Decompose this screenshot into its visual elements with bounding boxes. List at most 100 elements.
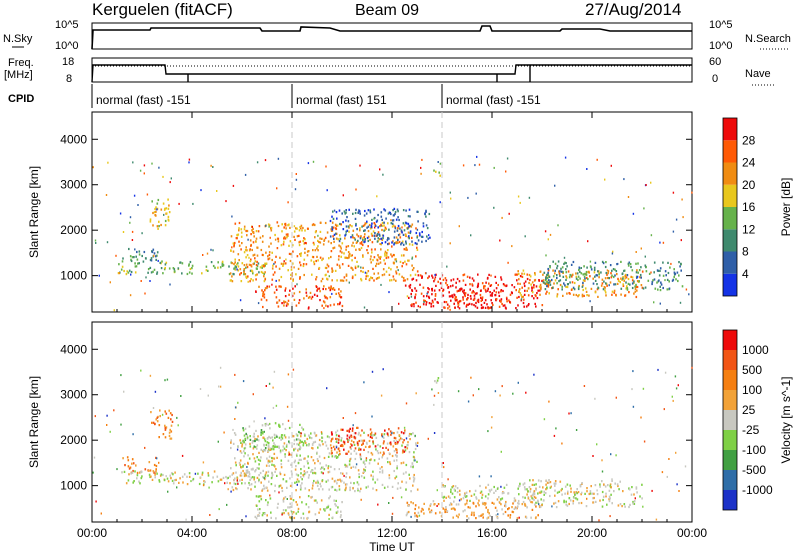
echo-cell	[211, 481, 213, 484]
echo-cell	[617, 277, 619, 280]
echo-cell	[307, 495, 310, 498]
echo-cell	[463, 291, 465, 295]
echo-cell	[431, 289, 433, 292]
echo-cell	[348, 230, 350, 233]
echo-cell	[336, 429, 339, 432]
echo-cell	[556, 491, 559, 494]
echo-cell	[305, 444, 308, 447]
echo-cell	[581, 491, 583, 494]
echo-cell	[256, 246, 258, 249]
echo-cell	[382, 447, 384, 449]
echo-cell	[366, 236, 369, 240]
echo-cell	[494, 390, 497, 393]
echo-cell	[267, 423, 270, 426]
echo-cell	[191, 267, 193, 270]
echo-cell	[170, 437, 173, 440]
echo-cell	[659, 302, 661, 305]
echo-cell	[326, 435, 329, 438]
echo-cell	[391, 245, 393, 248]
echo-cell	[250, 477, 253, 480]
echo-cell	[164, 424, 166, 427]
echo-cell	[635, 251, 637, 253]
echo-cell	[243, 434, 246, 437]
echo-cell	[396, 241, 398, 244]
echo-cell	[350, 481, 352, 484]
echo-cell	[414, 242, 417, 245]
echo-cell	[388, 474, 391, 477]
echo-cell	[259, 471, 262, 475]
echo-cell	[264, 512, 266, 515]
echo-cell	[416, 228, 419, 231]
echo-cell	[500, 485, 502, 488]
echo-cell	[685, 288, 688, 291]
echo-cell	[335, 446, 338, 449]
echo-cell	[575, 491, 577, 494]
echo-cell	[448, 291, 450, 294]
echo-cell	[487, 508, 489, 512]
echo-cell	[271, 463, 273, 466]
echo-cell	[181, 272, 183, 275]
echo-cell	[633, 500, 636, 503]
echo-cell	[304, 241, 306, 244]
echo-cell	[606, 269, 609, 272]
echo-cell	[379, 243, 381, 245]
echo-cell	[300, 252, 302, 255]
echo-cell	[255, 278, 257, 281]
echo-cell	[254, 515, 257, 518]
echo-cell	[589, 260, 592, 263]
echo-cell	[338, 295, 341, 298]
colorbar-swatch	[723, 350, 737, 370]
echo-cell	[395, 270, 397, 273]
echo-cell	[155, 468, 157, 471]
echo-cell	[313, 293, 316, 296]
echo-cell	[535, 285, 538, 288]
echo-cell	[473, 291, 475, 294]
echo-cell	[448, 503, 451, 507]
echo-cell	[367, 225, 370, 228]
echo-cell	[171, 413, 173, 417]
echo-cell	[608, 284, 610, 287]
echo-cell	[568, 502, 570, 506]
echo-cell	[531, 281, 534, 284]
echo-cell	[481, 496, 483, 499]
echo-cell	[674, 375, 677, 378]
echo-cell	[262, 449, 265, 452]
echo-cell	[388, 228, 390, 231]
y-axis-label: Slant Range [km]	[27, 166, 41, 258]
echo-cell	[312, 256, 315, 259]
echo-cell	[398, 273, 401, 276]
echo-cell	[455, 299, 458, 302]
site-title: Kerguelen (fitACF)	[92, 0, 233, 19]
echo-cell	[339, 245, 342, 248]
echo-cell	[415, 231, 418, 235]
echo-cell	[363, 241, 365, 244]
echo-cell	[530, 495, 533, 498]
echo-cell	[527, 490, 529, 493]
echo-cell	[414, 504, 417, 507]
echo-cell	[323, 456, 326, 460]
echo-cell	[354, 265, 357, 268]
echo-cell	[404, 449, 407, 452]
echo-cell	[300, 476, 302, 479]
echo-cell	[466, 303, 468, 306]
echo-cell	[490, 488, 493, 491]
echo-cell	[354, 238, 356, 241]
echo-cell	[401, 231, 403, 234]
echo-cell	[328, 488, 330, 491]
echo-cell	[257, 495, 260, 498]
echo-cell	[409, 438, 411, 441]
echo-cell	[311, 443, 314, 446]
echo-cell	[304, 440, 306, 443]
echo-cell	[392, 253, 395, 257]
echo-cell	[389, 462, 392, 466]
echo-cell	[608, 277, 610, 280]
echo-cell	[364, 463, 366, 466]
echo-cell	[326, 387, 328, 390]
echo-cell	[514, 273, 517, 276]
echo-cell	[165, 261, 168, 264]
echo-cell	[391, 512, 394, 515]
echo-cell	[321, 237, 323, 240]
echo-cell	[526, 277, 529, 281]
echo-cell	[260, 498, 263, 501]
echo-cell	[531, 289, 533, 292]
